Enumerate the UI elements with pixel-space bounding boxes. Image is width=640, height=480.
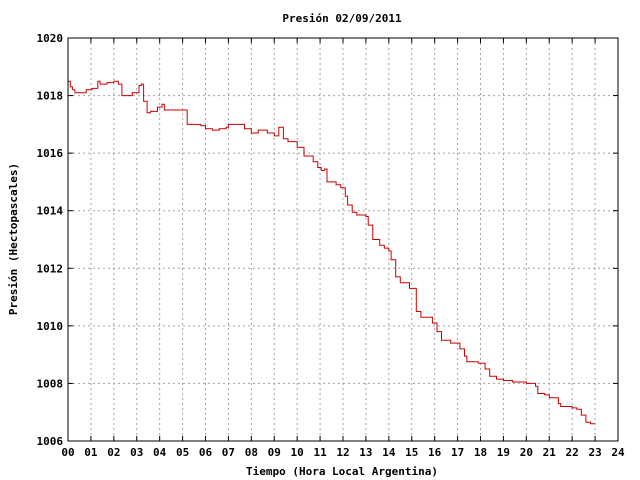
x-tick-label: 04 [153,446,167,459]
y-tick-label: 1006 [37,435,64,448]
x-tick-label: 23 [588,446,601,459]
x-tick-label: 11 [313,446,327,459]
pressure-line [68,80,596,425]
x-tick-label: 21 [543,446,557,459]
x-tick-label: 08 [245,446,258,459]
grid [68,38,618,441]
chart-title: Presión 02/09/2011 [282,12,402,25]
y-tick-labels: 1006 1008 1010 1012 1014 1016 1018 1020 [37,32,64,448]
x-tick-label: 06 [199,446,213,459]
x-tick-label: 20 [520,446,533,459]
x-tick-label: 01 [84,446,98,459]
x-tick-label: 16 [428,446,442,459]
x-axis-label: Tiempo (Hora Local Argentina) [246,465,438,478]
x-tick-label: 24 [611,446,625,459]
y-tick-label: 1016 [37,147,64,160]
x-tick-label: 17 [451,446,464,459]
x-tick-label: 12 [336,446,349,459]
x-tick-label: 22 [566,446,579,459]
x-tick-label: 00 [61,446,74,459]
x-tick-label: 19 [497,446,510,459]
x-tick-labels: 00 01 02 03 04 05 06 07 08 09 10 11 12 13 14 15 16 17 18 19… [61,446,625,459]
x-tick-label: 13 [359,446,372,459]
y-tick-label: 1020 [37,32,64,45]
x-tick-label: 05 [176,446,189,459]
x-tick-label: 07 [222,446,235,459]
y-tick-label: 1010 [37,320,64,333]
y-tick-label: 1008 [37,377,64,390]
y-axis-label: Presión (Hectopascales) [7,163,20,315]
x-tick-label: 03 [130,446,143,459]
x-tick-label: 18 [474,446,487,459]
x-tick-label: 10 [291,446,304,459]
y-tick-label: 1014 [37,205,64,218]
y-tick-label: 1018 [37,90,64,103]
x-tick-label: 15 [405,446,418,459]
x-tick-label: 09 [268,446,281,459]
x-tick-label: 14 [382,446,396,459]
plot-frame [67,37,619,442]
y-tick-label: 1012 [37,262,64,275]
x-tick-label: 02 [107,446,120,459]
